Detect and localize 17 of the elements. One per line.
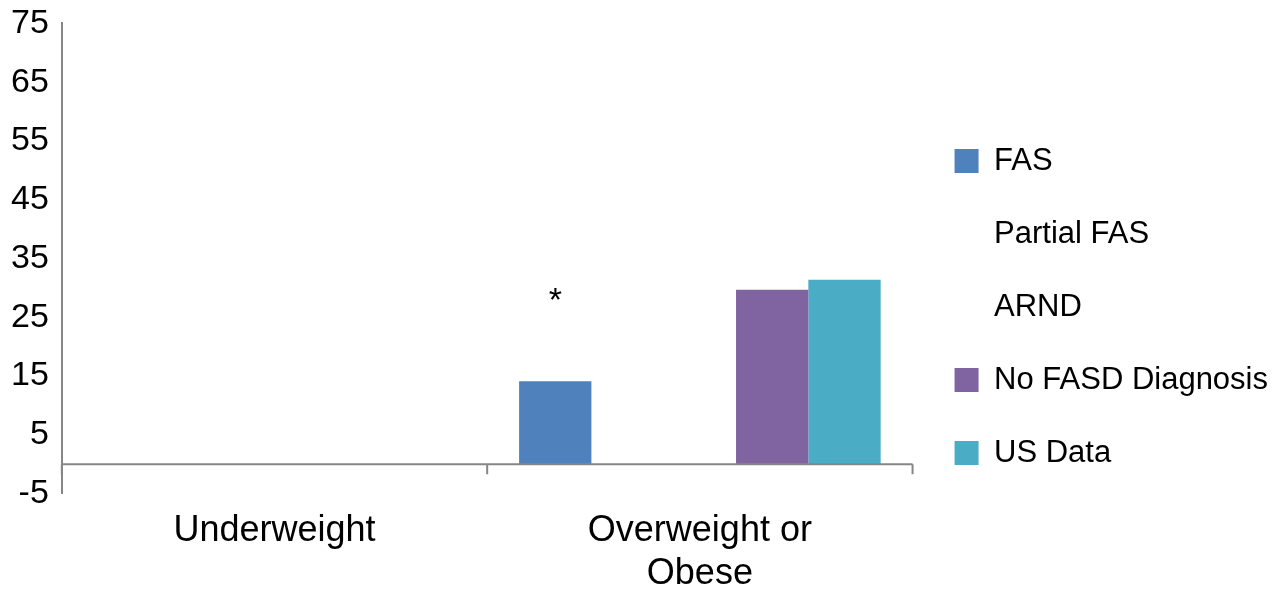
- y-tick-label: 55: [10, 119, 49, 158]
- x-tick-label: Overweight or Obese: [587, 508, 812, 593]
- text: ARND: [994, 287, 1082, 323]
- y-tick-label: 25: [10, 295, 49, 334]
- legend-label: FAS: [994, 141, 1053, 177]
- y-tick-label: 15: [10, 354, 49, 393]
- y-tick-label: 75: [10, 1, 49, 40]
- y-tick-label: 35: [10, 236, 49, 275]
- x-tick-label: Underweight: [173, 508, 376, 550]
- y-tick-label: -5: [18, 471, 49, 510]
- legend-label: US Data: [994, 433, 1112, 469]
- annotation: *: [548, 279, 562, 318]
- text: Partial FAS: [994, 214, 1150, 250]
- y-tick-label: 65: [10, 60, 49, 99]
- y-tick-label: 5: [29, 413, 49, 452]
- legend-label: No FASD Diagnosis: [994, 360, 1269, 396]
- y-tick-label: 45: [10, 178, 49, 217]
